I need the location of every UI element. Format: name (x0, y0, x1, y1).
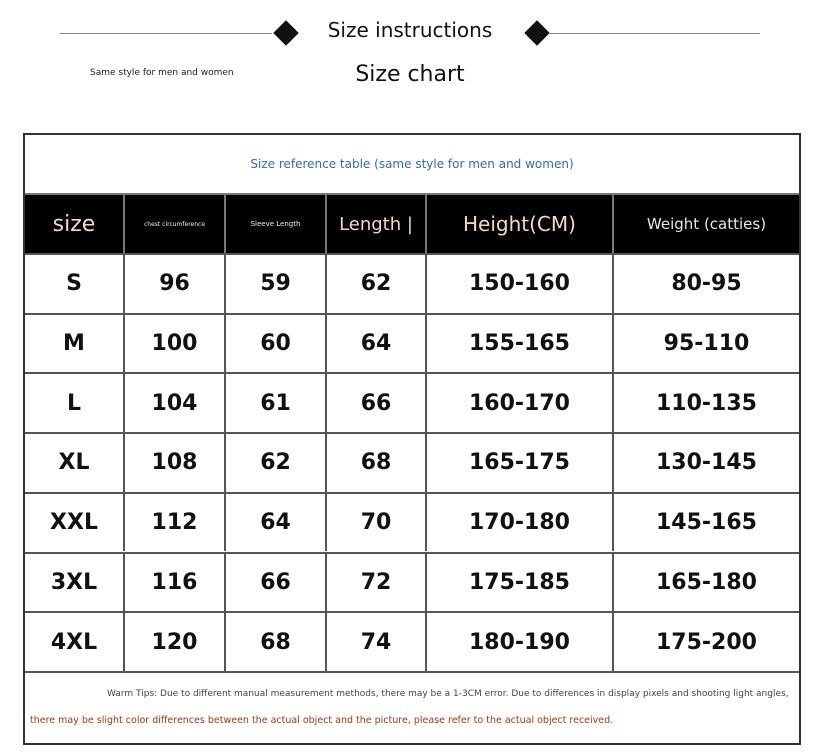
table-cell: 130-145 (614, 432, 799, 492)
column-header: Height(CM) (427, 193, 614, 253)
table-cell: 170-180 (427, 491, 614, 552)
table-row: XXL 112 64 70 170-180 145-165 (25, 491, 799, 552)
table-row: 4XL 120 68 74 180-190 175-200 (25, 611, 799, 671)
table-cell: 112 (125, 491, 226, 552)
table-cell: 61 (226, 372, 327, 433)
table-cell: 72 (327, 551, 427, 612)
table-cell: 66 (226, 551, 327, 612)
table-cell: 95-110 (614, 312, 799, 373)
table-cell: M (25, 312, 125, 373)
size-table (23, 133, 801, 745)
table-cell: 74 (327, 611, 427, 671)
table-row: M 100 60 64 155-165 95-110 (25, 312, 799, 373)
tip-line-2: there may be slight color differences be… (30, 715, 614, 726)
table-cell: 175-185 (427, 551, 614, 612)
table-cell: 116 (125, 551, 226, 612)
table-cell: 104 (125, 372, 226, 433)
table-cell: 60 (226, 312, 327, 373)
diamond-icon (273, 20, 299, 46)
page-title: Size instructions (327, 18, 493, 42)
column-header: Weight (catties) (614, 193, 799, 253)
table-cell: 68 (327, 432, 427, 492)
table-cell: S (25, 253, 125, 313)
header-row: size chest circumference Sleeve Length Leng… (25, 193, 799, 253)
table-cell: 180-190 (427, 611, 614, 671)
table-cell: 64 (226, 491, 327, 552)
table-caption: Size reference table (same style for men… (250, 157, 574, 171)
table-cell: 150-160 (427, 253, 614, 313)
table-cell: 96 (125, 253, 226, 313)
table-cell: 80-95 (614, 253, 799, 313)
divider-right (550, 33, 760, 34)
table-cell: 3XL (25, 551, 125, 612)
tips-box (25, 671, 799, 745)
table-cell: 165-175 (427, 432, 614, 492)
table-cell: 108 (125, 432, 226, 492)
table-cell: 62 (327, 253, 427, 313)
table-cell: 175-200 (614, 611, 799, 671)
table-cell: 120 (125, 611, 226, 671)
column-header: Sleeve Length (226, 193, 327, 253)
table-cell: 70 (327, 491, 427, 552)
table-cell: 59 (226, 253, 327, 313)
column-header: size (25, 193, 125, 253)
table-cell: L (25, 372, 125, 433)
table-cell: 64 (327, 312, 427, 373)
table-row: L 104 61 66 160-170 110-135 (25, 372, 799, 433)
divider-left (60, 33, 272, 34)
table-cell: XXL (25, 491, 125, 552)
table-cell: 155-165 (427, 312, 614, 373)
table-cell: XL (25, 432, 125, 492)
table-cell: 165-180 (614, 551, 799, 612)
column-header: chest circumference (125, 193, 226, 253)
table-cell: 66 (327, 372, 427, 433)
table-cell: 110-135 (614, 372, 799, 432)
table-cell: 100 (125, 312, 226, 373)
table-cell: 160-170 (427, 372, 614, 433)
table-row: 3XL 116 66 72 175-185 165-180 (25, 551, 799, 612)
table-cell: 62 (226, 432, 327, 492)
table-row: S 96 59 62 150-160 80-95 (25, 253, 799, 313)
diamond-icon (524, 20, 550, 46)
page-subtitle: Size chart (355, 62, 465, 87)
table-cell: 68 (226, 611, 327, 671)
table-cell: 145-165 (614, 491, 799, 552)
style-note: Same style for men and women (90, 68, 234, 78)
table-cell: 4XL (25, 611, 125, 671)
table-row: XL 108 62 68 165-175 130-145 (25, 432, 799, 492)
tip-line-1: Warm Tips: Due to different manual measu… (107, 689, 789, 699)
column-header: Length | (327, 193, 427, 253)
